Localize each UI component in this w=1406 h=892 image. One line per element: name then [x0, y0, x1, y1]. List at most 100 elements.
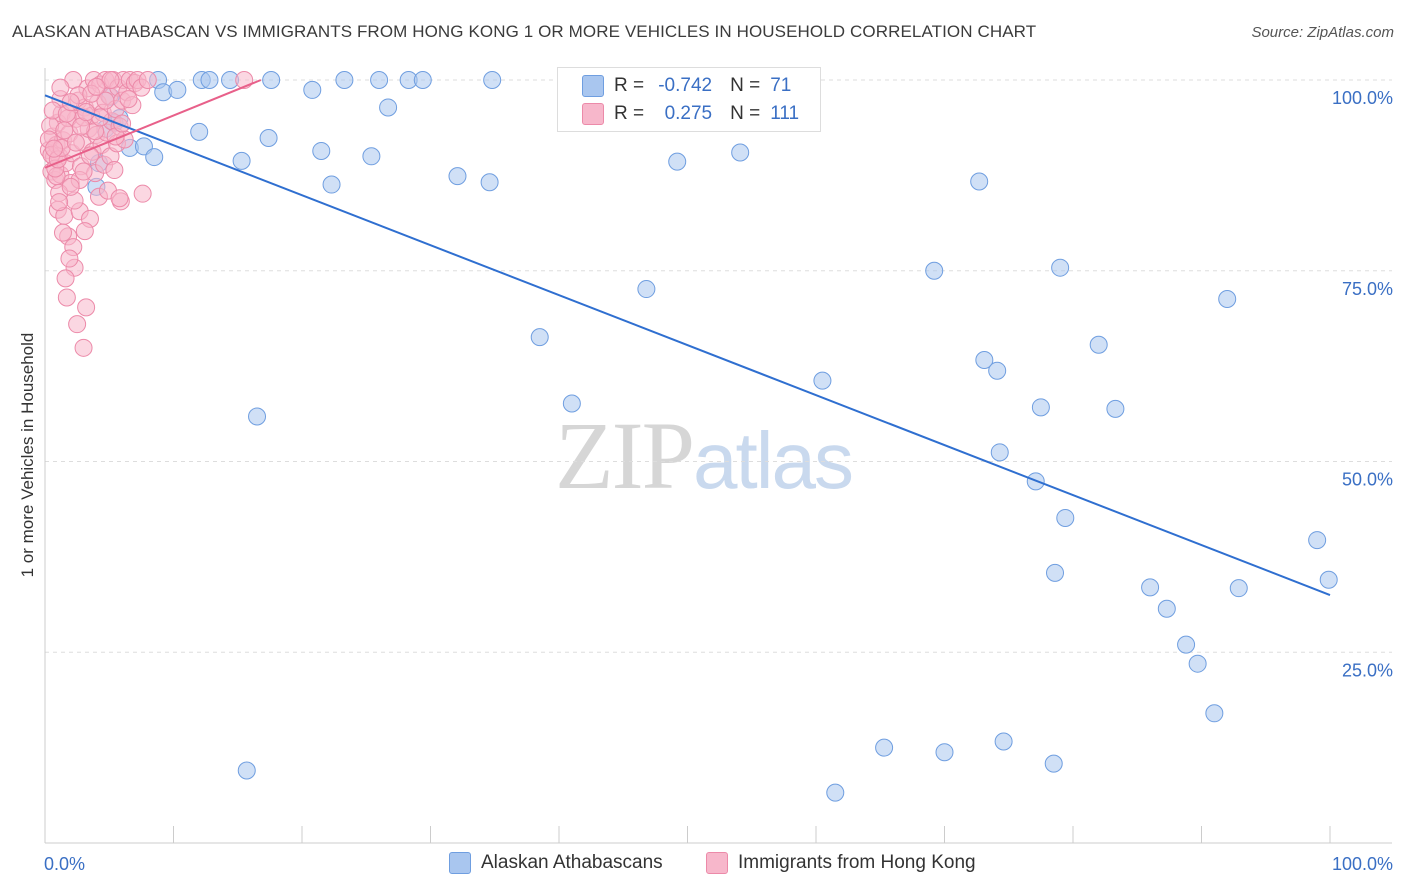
athabascan-point	[994, 732, 1013, 751]
hongkong-point	[87, 77, 106, 96]
athabascan-point	[1319, 570, 1338, 589]
hongkong-point	[57, 288, 76, 307]
legend-r-label: R =	[614, 103, 645, 124]
watermark: ZIPatlas	[555, 400, 854, 511]
athabascan-point	[413, 71, 432, 89]
hongkong-point	[138, 71, 157, 89]
athabascan-point	[668, 152, 687, 171]
athabascan-point	[530, 328, 549, 347]
athabascan-point	[1051, 258, 1070, 277]
watermark-zip: ZIP	[555, 402, 695, 509]
athabascan-point	[1046, 563, 1065, 582]
athabascan-point	[1205, 704, 1224, 723]
hongkong-point	[110, 189, 129, 208]
legend-row-hongkong: R = 0.275 N = 111	[558, 100, 799, 128]
athabascan-point	[925, 261, 944, 280]
legend-r-value: -0.742	[658, 75, 713, 96]
bottom-legend-label: Alaskan Athabascans	[481, 852, 663, 873]
legend-n-value: 71	[770, 75, 792, 96]
athabascan-point	[480, 173, 499, 192]
legend-swatch-blue	[582, 75, 604, 97]
athabascan-point	[237, 761, 256, 780]
athabascan-point	[826, 783, 845, 802]
athabascan-point	[379, 98, 398, 117]
athabascan-point	[168, 80, 187, 99]
athabascan-point	[335, 71, 354, 89]
athabascan-point	[1188, 654, 1207, 673]
athabascan-point	[637, 280, 656, 299]
bottom-legend-swatch-pink	[706, 852, 728, 874]
athabascan-point	[935, 743, 954, 762]
athabascan-point	[1308, 531, 1327, 550]
hongkong-point	[68, 315, 87, 334]
athabascan-point	[1157, 599, 1176, 618]
hongkong-point	[74, 162, 93, 181]
athabascan-point	[190, 122, 209, 141]
hongkong-point	[74, 338, 93, 357]
chart-title: ALASKAN ATHABASCAN VS IMMIGRANTS FROM HO…	[12, 22, 1037, 41]
x-tick-label: 100.0%	[1332, 854, 1393, 874]
athabascan-point	[1141, 578, 1160, 597]
athabascan-point	[731, 143, 750, 162]
athabascan-point	[145, 148, 164, 167]
athabascan-point	[362, 147, 381, 166]
legend-n-label: N =	[730, 75, 761, 96]
athabascan-point	[483, 71, 502, 89]
bottom-legend-label: Immigrants from Hong Kong	[738, 852, 976, 873]
hongkong-point	[61, 177, 80, 196]
athabascan-point	[970, 172, 989, 191]
athabascan-point	[322, 175, 341, 194]
athabascan-point	[200, 71, 219, 89]
athabascan-point	[1031, 398, 1050, 417]
legend-swatch-pink	[582, 103, 604, 125]
x-tick-label: 0.0%	[44, 854, 85, 874]
athabascan-point	[1218, 289, 1237, 308]
athabascan-point	[988, 361, 1007, 380]
hongkong-point	[77, 298, 96, 317]
bottom-legend-hongkong: Immigrants from Hong Kong	[706, 852, 976, 874]
source-label: Source: ZipAtlas.com	[1251, 24, 1394, 41]
athabascan-point	[370, 71, 389, 89]
athabascan-point	[813, 371, 832, 390]
bottom-legend-athabascan: Alaskan Athabascans	[449, 852, 663, 874]
athabascan-point	[248, 407, 267, 426]
hongkong-point	[50, 193, 69, 212]
hongkong-point	[53, 223, 72, 242]
athabascan-point	[562, 394, 581, 413]
legend-n-label: N =	[730, 103, 761, 124]
hongkong-point	[133, 184, 152, 203]
hongkong-point	[56, 269, 75, 288]
hongkong-point	[44, 139, 63, 158]
athabascan-point	[990, 443, 1009, 462]
athabascan-point	[262, 71, 281, 89]
athabascan-point	[312, 141, 331, 160]
hongkong-point	[60, 249, 79, 268]
athabascan-point	[1056, 508, 1075, 527]
athabascan-point	[1177, 635, 1196, 654]
athabascan-point	[1106, 399, 1125, 418]
athabascan-point	[875, 738, 894, 757]
legend-n-value: 111	[770, 103, 800, 124]
athabascan-point	[1044, 754, 1063, 773]
bottom-legend-swatch-blue	[449, 852, 471, 874]
athabascan-point	[232, 151, 251, 170]
legend-r-label: R =	[614, 75, 645, 96]
hongkong-point	[119, 90, 138, 109]
hongkong-trend-line	[44, 79, 262, 169]
y-tick-label: 25.0%	[1342, 660, 1393, 680]
hongkong-point	[51, 78, 70, 97]
athabascan-point	[259, 128, 278, 147]
athabascan-point	[1229, 579, 1248, 598]
athabascan-point	[1089, 335, 1108, 354]
hongkong-point	[66, 133, 85, 152]
correlation-legend: R = -0.742 N = 71 R = 0.275 N = 111	[557, 67, 821, 132]
watermark-atlas: atlas	[693, 416, 854, 505]
hongkong-point	[75, 222, 94, 241]
athabascan-point	[448, 167, 467, 186]
athabascan-trend-line	[44, 94, 1331, 596]
legend-r-value: 0.275	[664, 103, 713, 124]
y-tick-label: 75.0%	[1342, 279, 1393, 299]
athabascan-point	[975, 351, 994, 370]
legend-row-athabascan: R = -0.742 N = 71	[558, 72, 791, 100]
